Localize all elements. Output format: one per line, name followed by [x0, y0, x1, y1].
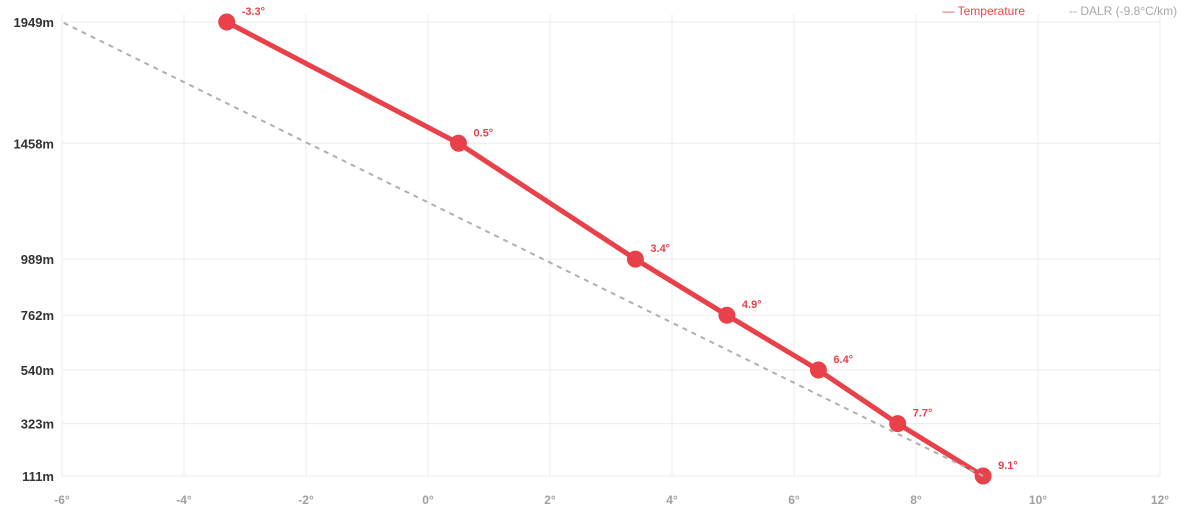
- series-layer: 9.1° 7.7° 6.4° 4.9° 3.4° 0.5° -3.3°: [61, 6, 1018, 485]
- x-tick-label: 0°: [422, 493, 434, 507]
- x-tick-label: 6°: [788, 493, 800, 507]
- x-tick-label: 10°: [1029, 493, 1047, 507]
- temperature-data-label: 7.7°: [913, 408, 933, 420]
- temperature-data-label: 3.4°: [650, 243, 670, 255]
- y-tick-label: 989m: [21, 252, 54, 267]
- temperature-point: [218, 13, 236, 31]
- temperature-data-label: -3.3°: [242, 6, 265, 18]
- temperature-data-label: 4.9°: [742, 299, 762, 311]
- legend-dalr: -- DALR (-9.8°C/km): [1069, 4, 1177, 18]
- x-tick-label: 8°: [910, 493, 922, 507]
- legend-temperature: — Temperature: [943, 4, 1026, 18]
- x-tick-label: 12°: [1151, 493, 1169, 507]
- temperature-data-label: 9.1°: [998, 460, 1018, 472]
- x-tick-label: -4°: [176, 493, 192, 507]
- legend: — Temperature -- DALR (-9.8°C/km): [943, 4, 1178, 18]
- x-tick-label: -2°: [298, 493, 314, 507]
- y-tick-label: 111m: [22, 469, 54, 484]
- temperature-data-label: 0.5°: [474, 127, 494, 139]
- y-tick-label: 1949m: [14, 15, 54, 30]
- y-tick-label: 540m: [21, 363, 54, 378]
- dalr-reference-line: [61, 21, 984, 477]
- temperature-point: [718, 306, 736, 324]
- x-tick-label: 2°: [544, 493, 556, 507]
- axis-ticks: -6° -4° -2° 0° 2° 4° 6° 8° 10° 12° 1949m 1458m 989m 7…: [14, 15, 1170, 507]
- grid-lines: [61, 14, 1161, 477]
- temperature-data-label: 6.4°: [833, 354, 853, 366]
- y-tick-label: 323m: [21, 417, 54, 432]
- temperature-line: [224, 19, 986, 479]
- y-tick-label: 762m: [21, 308, 54, 323]
- y-tick-label: 1458m: [14, 136, 54, 151]
- temperature-point: [626, 250, 644, 268]
- x-tick-label: -6°: [54, 493, 70, 507]
- temperature-point: [889, 415, 907, 433]
- x-tick-label: 4°: [666, 493, 678, 507]
- temperature-point: [809, 361, 827, 379]
- temperature-point: [450, 134, 467, 152]
